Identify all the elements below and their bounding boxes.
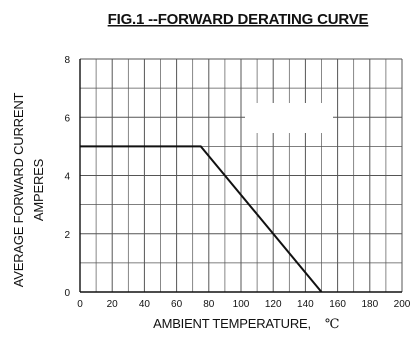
y-tick-label-2: 2 — [64, 230, 70, 241]
y-axis-label-line-2: AMPERES — [31, 158, 46, 221]
x-tick-label-160: 160 — [329, 299, 346, 310]
x-tick-label-20: 20 — [107, 299, 119, 310]
x-tick-label-140: 140 — [297, 299, 314, 310]
y-tick-label-6: 6 — [64, 113, 70, 124]
x-tick-label-60: 60 — [171, 299, 183, 310]
x-tick-label-200: 200 — [394, 299, 411, 310]
y-axis-label-line-1: AVERAGE FORWARD CURRENT — [11, 92, 26, 287]
tick-label-layer: 0 20 40 60 80 100 120 140 160 180 200 0 2 4 6 8 — [64, 55, 410, 310]
y-tick-label-0: 0 — [64, 288, 70, 299]
y-tick-label-8: 8 — [64, 55, 70, 66]
series-layer — [80, 145, 323, 293]
x-tick-label-40: 40 — [139, 299, 151, 310]
x-axis-label: AMBIENT TEMPERATURE, — [153, 316, 311, 331]
grid-blank-patch — [245, 103, 333, 133]
y-tick-label-4: 4 — [64, 172, 70, 183]
x-tick-label-0: 0 — [77, 299, 83, 310]
x-tick-label-120: 120 — [265, 299, 282, 310]
grid-layer — [79, 58, 403, 293]
x-tick-label-180: 180 — [361, 299, 378, 310]
x-tick-label-100: 100 — [233, 299, 250, 310]
chart-title: FIG.1 --FORWARD DERATING CURVE — [108, 11, 369, 28]
x-axis-unit: ℃ — [325, 317, 339, 332]
derating-curve-line-0 — [80, 145, 323, 293]
x-tick-label-80: 80 — [203, 299, 215, 310]
axis-layer — [79, 59, 402, 293]
